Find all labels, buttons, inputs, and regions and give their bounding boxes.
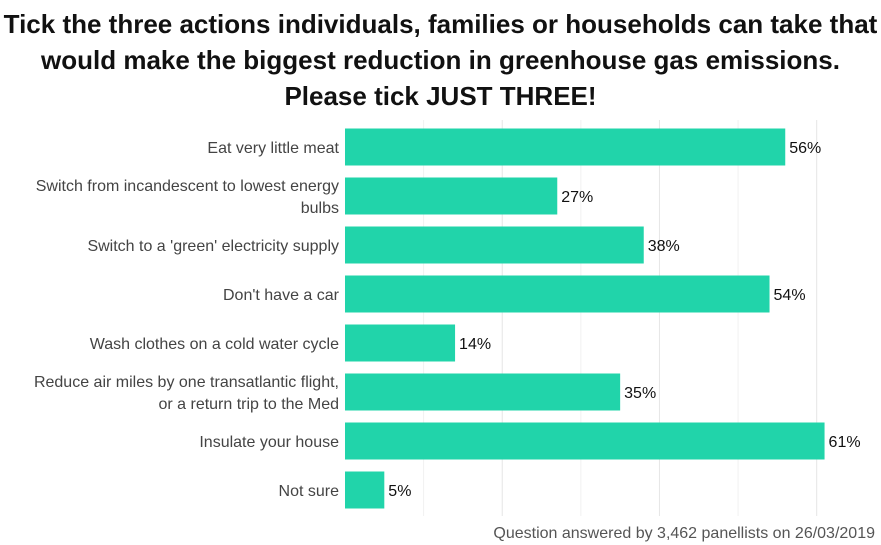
value-label: 35%	[624, 385, 656, 402]
category-label: Don't have a car	[223, 287, 340, 304]
value-label: 54%	[774, 287, 806, 304]
value-label: 56%	[789, 140, 821, 157]
category-label: Not sure	[279, 483, 340, 500]
bar	[345, 471, 385, 509]
bar	[345, 373, 621, 411]
bar	[345, 422, 825, 460]
value-label: 14%	[459, 336, 491, 353]
value-label: 38%	[648, 238, 680, 255]
bar	[345, 128, 786, 166]
category-label: Wash clothes on a cold water cycle	[90, 336, 339, 353]
bar	[345, 324, 456, 362]
value-label: 5%	[388, 483, 411, 500]
bar	[345, 226, 644, 264]
chart-title: Tick the three actions individuals, fami…	[3, 9, 878, 111]
category-label: Insulate your house	[199, 434, 339, 451]
chart-caption: Question answered by 3,462 panellists on…	[493, 525, 875, 542]
bar	[345, 177, 558, 215]
value-label: 27%	[561, 189, 593, 206]
bar	[345, 275, 770, 313]
category-label: Eat very little meat	[207, 140, 339, 157]
category-label: Switch to a 'green' electricity supply	[87, 238, 339, 255]
category-label: Reduce air miles by one transatlantic fl…	[34, 374, 339, 413]
value-label: 61%	[829, 434, 861, 451]
category-label: Switch from incandescent to lowest energ…	[36, 178, 339, 217]
